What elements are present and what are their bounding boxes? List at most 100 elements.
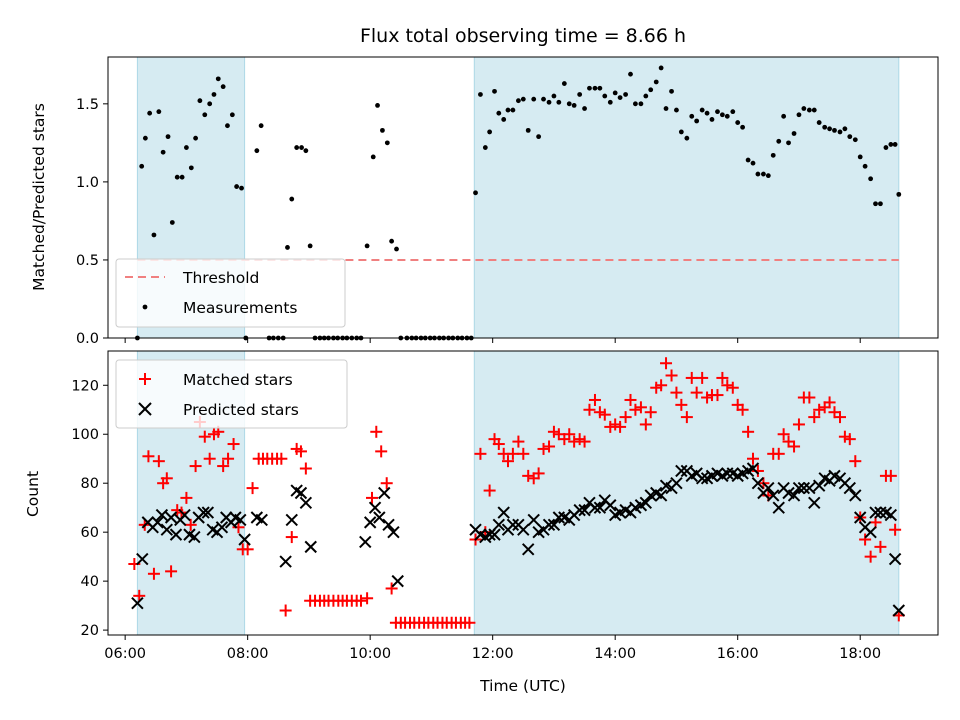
- matched-star-point: [370, 425, 383, 438]
- predicted-star-point: [552, 511, 566, 524]
- bottom-x-tick-label: 10:00: [349, 646, 391, 662]
- measurement-point: [689, 113, 695, 119]
- predicted-star-point: [874, 506, 887, 519]
- matched-star-point: [142, 450, 155, 463]
- legend-threshold-label: Threshold: [182, 269, 259, 287]
- measurement-point: [755, 171, 761, 177]
- measurement-point: [837, 129, 843, 135]
- predicted-star-point: [368, 501, 382, 514]
- predicted-star-point: [151, 516, 164, 529]
- bottom-legend: Matched stars Predicted stars: [115, 359, 348, 429]
- predicted-star-point: [234, 513, 247, 527]
- predicted-star-point: [808, 496, 821, 510]
- predicted-star-point: [382, 518, 395, 532]
- matched-star-point: [217, 460, 230, 473]
- bottom-x-tick-label: 18:00: [839, 646, 881, 662]
- bottom-panel: 20 40 60 80 100 120 06:00 08:00 10:00 12:00 14:00…: [24, 350, 939, 695]
- bottom-y-tick-label: 20: [81, 623, 99, 639]
- measurement-point: [501, 117, 507, 122]
- measurement-point: [211, 92, 217, 97]
- matched-star-point: [152, 455, 165, 468]
- bottom-shaded-span-1: [473, 350, 900, 636]
- matched-star-point: [711, 389, 724, 402]
- bottom-legend-box: [115, 359, 348, 429]
- matched-star-point: [537, 442, 550, 455]
- predicted-star-point: [604, 499, 617, 512]
- matched-star-point: [747, 452, 760, 465]
- predicted-star-point: [373, 511, 386, 524]
- matched-star-point: [512, 435, 525, 448]
- measurement-point: [740, 124, 745, 130]
- measurement-point: [658, 65, 664, 71]
- measurement-point: [516, 98, 521, 104]
- matched-star-point: [241, 543, 254, 556]
- predicted-star-point: [721, 467, 734, 480]
- top-y-tick-label: 0.0: [76, 331, 99, 347]
- matched-star-point: [792, 418, 805, 431]
- matched-star-point: [639, 418, 652, 431]
- measurement-point: [735, 120, 741, 125]
- predicted-star-point: [387, 525, 400, 539]
- matched-star-point: [380, 477, 393, 490]
- matched-star-point: [522, 469, 535, 482]
- matched-star-point: [180, 491, 193, 504]
- measurement-point: [699, 107, 705, 113]
- measurement-point: [612, 90, 618, 96]
- legend-matched-label: Matched stars: [183, 371, 293, 389]
- measurement-point: [896, 191, 902, 197]
- predicted-star-point: [654, 489, 668, 502]
- measurement-point: [587, 85, 592, 91]
- measurement-point: [505, 107, 511, 113]
- bottom-x-ticks: 06:00 08:00 10:00 12:00 14:00 16:00 18:00: [104, 635, 881, 662]
- measurement-point: [597, 85, 603, 91]
- measurement-point: [678, 129, 684, 135]
- measurement-point: [888, 142, 894, 147]
- measurement-point: [254, 148, 260, 154]
- matched-star-point: [160, 472, 173, 485]
- measurement-point: [285, 245, 290, 250]
- measurement-point: [225, 123, 230, 129]
- predicted-star-point: [131, 596, 144, 610]
- top-legend: Threshold Measurements: [115, 258, 346, 328]
- legend-matched-swatch: [139, 373, 151, 385]
- measurement-point: [663, 106, 669, 111]
- measurement-point: [847, 134, 853, 140]
- matched-star-point: [506, 447, 519, 460]
- matched-star-point: [275, 452, 288, 465]
- measurement-point: [160, 149, 166, 155]
- matched-star-point: [859, 533, 872, 546]
- measurement-point: [878, 201, 883, 207]
- measurement-point: [370, 154, 376, 160]
- measurement-point: [750, 160, 756, 166]
- measurement-point: [531, 96, 537, 102]
- measurement-point: [857, 154, 863, 160]
- top-y-tick-label: 1.0: [76, 175, 99, 191]
- measurement-point: [188, 165, 194, 171]
- matched-star-point: [232, 521, 245, 534]
- matched-star-point: [644, 406, 657, 419]
- predicted-star-point: [299, 496, 313, 510]
- matched-star-point: [543, 440, 556, 453]
- measurement-point: [796, 112, 802, 118]
- measurement-point: [510, 107, 516, 113]
- predicted-star-point: [497, 506, 510, 519]
- predicted-star-point: [188, 530, 201, 544]
- predicted-star-point: [547, 518, 561, 532]
- measurement-point: [643, 93, 649, 99]
- matched-star-point: [222, 452, 235, 465]
- measurement-point: [487, 129, 493, 135]
- matched-star-point: [634, 401, 647, 414]
- matched-star-point: [354, 594, 367, 607]
- measurement-point: [811, 107, 817, 113]
- matched-star-point: [299, 462, 312, 475]
- measurement-point: [669, 88, 674, 94]
- measurement-point: [473, 190, 478, 196]
- measurement-point: [184, 145, 189, 150]
- measurement-point: [389, 238, 395, 244]
- bottom-x-tick-label: 06:00: [104, 646, 146, 662]
- matched-star-point: [716, 371, 729, 384]
- matched-star-point: [665, 369, 678, 382]
- measurement-point: [582, 106, 587, 111]
- measurement-point: [617, 95, 623, 100]
